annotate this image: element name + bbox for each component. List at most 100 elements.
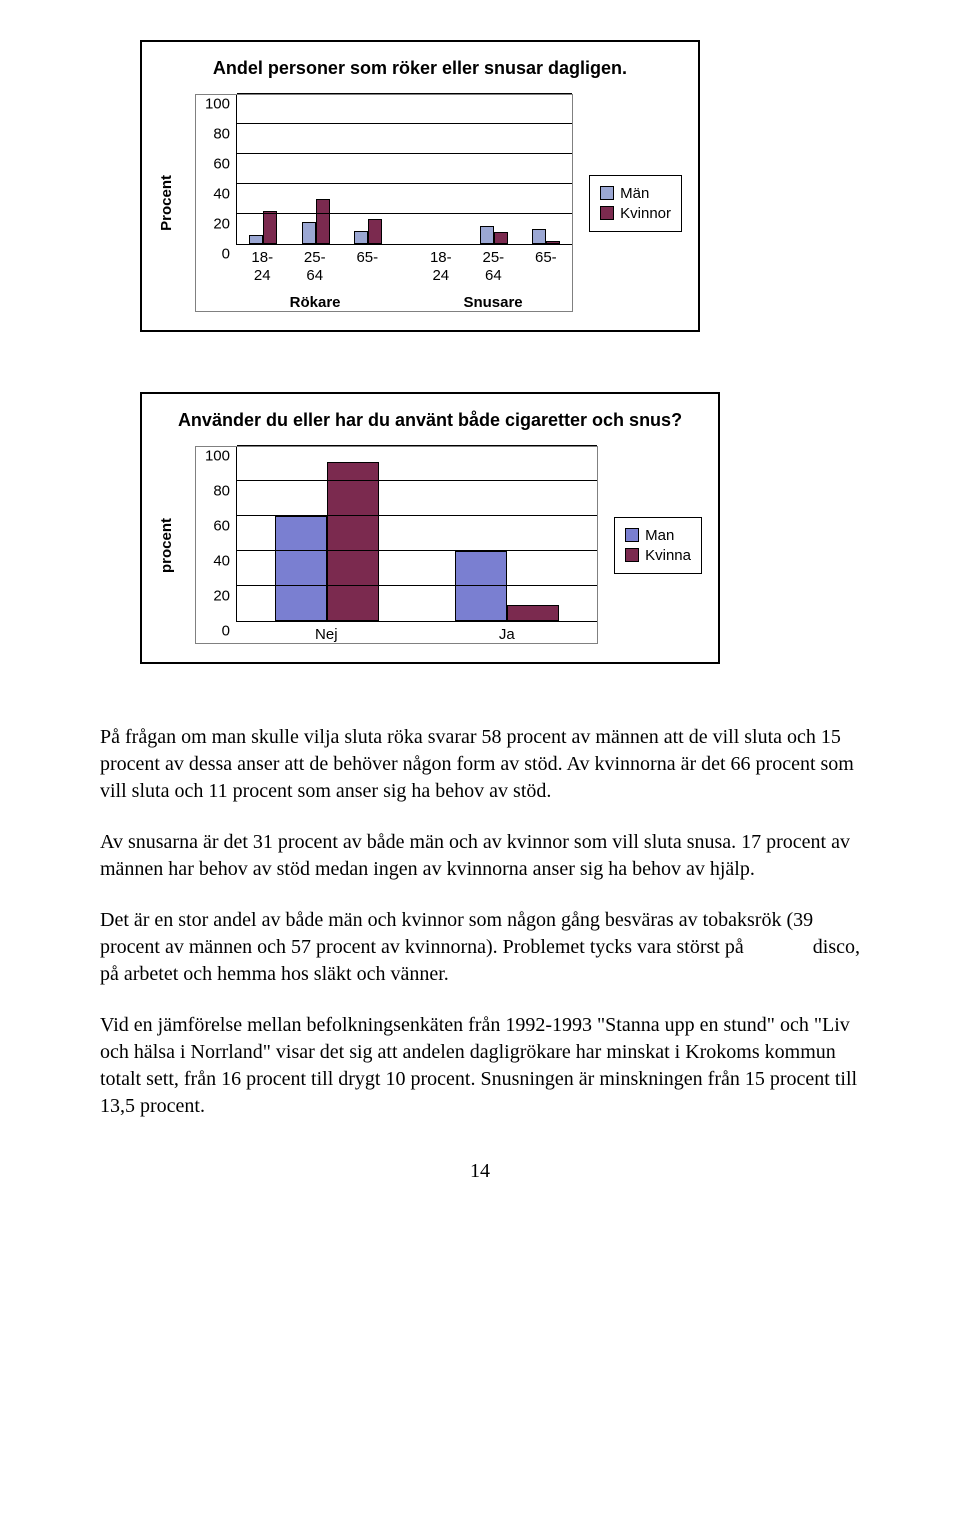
gridline	[237, 515, 597, 516]
ytick-label: 80	[213, 483, 230, 500]
bar	[249, 235, 263, 244]
bar	[302, 222, 316, 245]
paragraph-3c: på arbetet och hemma hos släkt och vänne…	[100, 963, 449, 985]
chart1-plot-wrapper: 100806040200 18-2425-6465-18-2425-6465- …	[195, 94, 573, 312]
chart2-plot-container: 100 80 60 40 20 0 NejJa	[195, 446, 598, 644]
chart1-category-labels: Rökare Snusare	[236, 294, 572, 311]
chart1-title: Andel personer som röker eller snusar da…	[158, 56, 682, 80]
bar	[327, 462, 379, 621]
bar	[480, 226, 494, 244]
category-label: Snusare	[414, 294, 572, 311]
bar-group	[237, 211, 289, 244]
ytick-label: 60	[213, 518, 230, 535]
category-spacer	[394, 294, 414, 311]
bar	[316, 199, 330, 244]
chart1-xticks: 18-2425-6465-18-2425-6465-	[236, 245, 572, 284]
gridline	[237, 480, 597, 481]
bar-group	[289, 199, 341, 244]
legend-swatch	[600, 206, 614, 220]
bar	[507, 605, 559, 621]
xtick-label: 25-64	[289, 245, 342, 284]
chart1-plot-area	[236, 95, 572, 245]
gridline	[237, 550, 597, 551]
bar-group	[467, 226, 519, 244]
legend-item: Man	[625, 527, 691, 544]
chart-cigarettes-and-snus: Använder du eller har du använt både cig…	[140, 392, 720, 665]
chart1-yaxis: 100806040200	[196, 95, 236, 245]
bar	[354, 231, 368, 245]
category-label: Rökare	[236, 294, 394, 311]
chart2-legend: Man Kvinna	[614, 517, 702, 574]
bar	[263, 211, 277, 244]
legend-label: Kvinna	[645, 547, 691, 564]
bar-group	[237, 462, 417, 621]
chart2-ylabel: procent	[158, 518, 175, 573]
chart2-yaxis: 100806040200	[196, 447, 236, 622]
xtick-label: 65-	[341, 245, 394, 284]
chart2-plot-row: 100806040200	[196, 447, 597, 622]
page-number: 14	[100, 1160, 860, 1183]
bar	[455, 551, 507, 621]
legend-swatch	[625, 548, 639, 562]
legend-swatch	[625, 528, 639, 542]
gridline	[237, 585, 597, 586]
bar	[494, 232, 508, 244]
ytick-label: 20	[213, 588, 230, 605]
chart1-body: Procent 100806040200 18-2425-6465-18-242…	[158, 94, 682, 312]
gridline	[237, 213, 572, 214]
ytick-label: 0	[222, 623, 230, 640]
ytick-label: 40	[213, 186, 230, 203]
paragraph-2: Av snusarna är det 31 procent av både mä…	[100, 829, 860, 883]
legend-label: Kvinnor	[620, 205, 671, 222]
body-text: På frågan om man skulle vilja sluta röka…	[100, 724, 860, 1120]
bar-group	[342, 219, 394, 245]
ytick-label: 100	[205, 96, 230, 113]
xtick-label: Nej	[236, 622, 417, 643]
gridline	[237, 183, 572, 184]
bar	[546, 241, 560, 244]
bar	[532, 229, 546, 244]
gridline	[237, 123, 572, 124]
chart1-ylabel: Procent	[158, 175, 175, 231]
page: Andel personer som röker eller snusar da…	[0, 0, 960, 1243]
ytick-label: 40	[213, 553, 230, 570]
legend-item: Män	[600, 185, 671, 202]
gridline	[237, 445, 597, 446]
xtick-label: Ja	[417, 622, 598, 643]
chart1-legend: Män Kvinnor	[589, 175, 682, 232]
paragraph-4: Vid en jämförelse mellan befolkningsenkä…	[100, 1012, 860, 1120]
chart2-xticks: NejJa	[236, 622, 597, 643]
chart2-plot-area	[236, 447, 597, 622]
paragraph-3b: disco,	[813, 934, 860, 961]
bar	[368, 219, 382, 245]
ytick-label: 80	[213, 126, 230, 143]
chart1-plot-row: 100806040200	[196, 95, 572, 245]
gridline	[237, 153, 572, 154]
chart1-bars	[237, 95, 572, 244]
gridline	[237, 93, 572, 94]
ytick-label: 20	[213, 216, 230, 233]
legend-label: Man	[645, 527, 674, 544]
xtick-label: 18-24	[415, 245, 468, 284]
legend-label: Män	[620, 185, 649, 202]
chart2-plot-wrapper: 100 80 60 40 20 0 NejJa	[195, 446, 598, 644]
bar-group	[417, 551, 597, 621]
ytick-label: 0	[222, 246, 230, 263]
xtick-spacer	[394, 245, 415, 284]
chart2-bars	[237, 447, 597, 621]
xtick-label: 18-24	[236, 245, 289, 284]
bar	[275, 516, 327, 621]
legend-item: Kvinnor	[600, 205, 671, 222]
legend-item: Kvinna	[625, 547, 691, 564]
ytick-label: 100	[205, 448, 230, 465]
bar-group	[520, 229, 572, 244]
paragraph-3: Det är en stor andel av både män och kvi…	[100, 907, 860, 988]
ytick-label: 60	[213, 156, 230, 173]
paragraph-3a: Det är en stor andel av både män och kvi…	[100, 909, 813, 958]
chart2-title: Använder du eller har du använt både cig…	[158, 408, 702, 432]
xtick-label: 65-	[520, 245, 573, 284]
chart-daily-smokers-snusers: Andel personer som röker eller snusar da…	[140, 40, 700, 332]
chart1-plot-container: 100806040200 18-2425-6465-18-2425-6465- …	[195, 94, 573, 312]
chart2-body: procent 100 80 60 40 20 0 NejJa Man Kvinna	[158, 446, 702, 644]
paragraph-1: På frågan om man skulle vilja sluta röka…	[100, 724, 860, 805]
